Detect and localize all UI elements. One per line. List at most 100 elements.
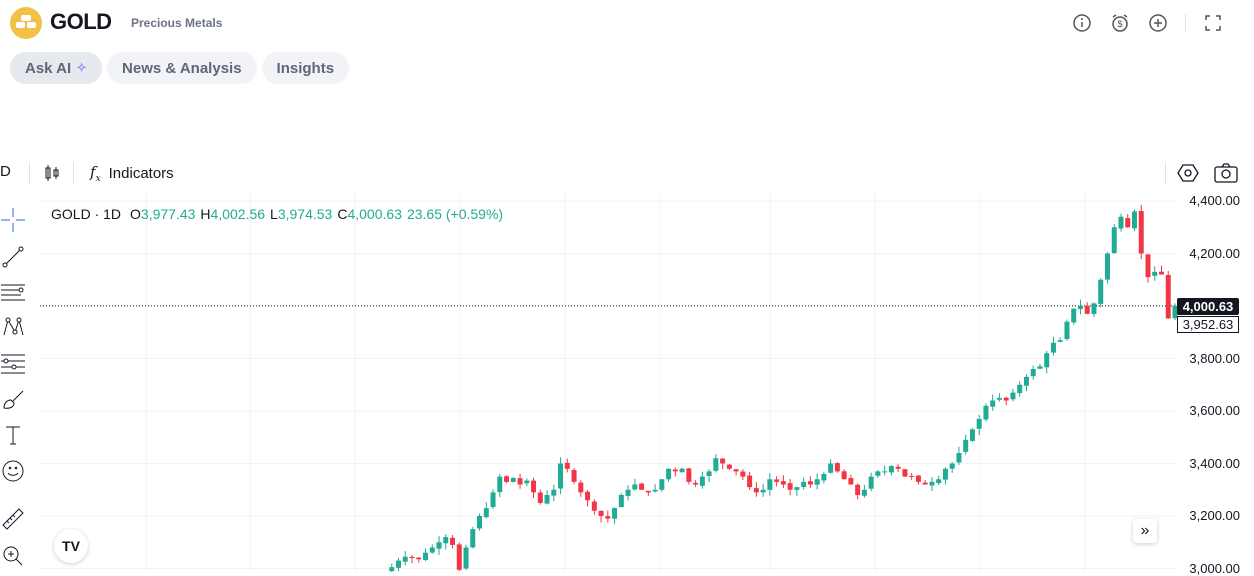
candle-body	[423, 552, 429, 561]
candle-body	[996, 397, 1002, 400]
candle-body	[396, 560, 402, 568]
candle-body	[470, 529, 476, 548]
candle-body	[443, 537, 449, 544]
y-axis-tick-label: 3,400.00	[1189, 455, 1240, 471]
candle-body	[1138, 211, 1144, 254]
candle-body	[794, 487, 800, 490]
candle-body	[402, 556, 408, 562]
tab-news-analysis[interactable]: News & Analysis	[107, 52, 257, 84]
candle-body	[780, 481, 786, 485]
candle-body	[821, 474, 827, 481]
candle-body	[436, 542, 442, 549]
candle-body	[801, 481, 807, 487]
info-icon[interactable]	[1071, 12, 1093, 34]
candle-body	[740, 471, 746, 477]
candle-body	[915, 475, 921, 482]
candle-body	[1030, 369, 1036, 377]
candles-icon[interactable]	[44, 164, 60, 182]
indicators-button[interactable]: fx Indicators	[90, 163, 174, 184]
legend-symbol: GOLD · 1D	[51, 206, 122, 222]
candle-body	[1091, 303, 1097, 314]
candle-body	[490, 492, 496, 508]
candle-body	[828, 463, 834, 473]
high-value: 4,002.56	[210, 206, 266, 222]
add-circle-icon[interactable]	[1147, 12, 1169, 34]
candle-body	[558, 463, 564, 489]
candle-body	[456, 544, 462, 570]
candle-body	[483, 508, 489, 518]
candle-body	[632, 484, 638, 490]
page-subtitle: Precious Metals	[131, 16, 223, 30]
candle-body	[841, 471, 847, 480]
candle-body	[760, 489, 766, 493]
interval-button[interactable]: D	[0, 163, 11, 180]
close-value: 4,000.63	[347, 206, 402, 222]
camera-icon[interactable]	[1214, 162, 1238, 184]
candle-body	[429, 547, 435, 553]
y-axis-tick-label: 3,600.00	[1189, 403, 1240, 418]
close-label: C	[337, 206, 348, 222]
price-chart[interactable]	[0, 190, 1254, 573]
candle-body	[753, 488, 759, 493]
y-axis-tick-label: 4,400.00	[1189, 193, 1240, 208]
y-axis-tick-label: 3,000.00	[1189, 560, 1240, 576]
crosshair-icon[interactable]	[0, 207, 26, 233]
page-title: GOLD	[50, 9, 112, 34]
candle-body	[895, 466, 901, 469]
gold-logo	[10, 7, 42, 39]
gann-icon[interactable]	[0, 350, 26, 376]
candle-body	[888, 466, 894, 473]
scroll-to-realtime-button[interactable]: »	[1133, 519, 1157, 543]
tab-ask-ai[interactable]: Ask AI ✧	[10, 52, 103, 84]
candle-body	[814, 479, 820, 485]
candle-body	[956, 453, 962, 463]
candle-body	[942, 468, 948, 480]
candle-body	[450, 537, 456, 545]
candle-body	[591, 501, 597, 511]
tab-insights[interactable]: Insights	[261, 52, 350, 84]
fullscreen-icon[interactable]	[1202, 12, 1224, 34]
candle-body	[537, 492, 543, 503]
tab-label: Ask AI	[25, 59, 72, 77]
candle-body	[1037, 366, 1043, 369]
tradingview-logo[interactable]: TV	[54, 529, 88, 563]
candle-body	[531, 480, 537, 493]
text-icon[interactable]	[0, 422, 26, 448]
trendline-icon[interactable]	[0, 244, 26, 270]
candle-body	[693, 482, 699, 485]
candle-body	[875, 471, 881, 476]
candle-body	[389, 567, 395, 572]
svg-text:$: $	[1117, 19, 1122, 29]
candle-body	[1125, 218, 1131, 228]
candle-body	[774, 479, 780, 482]
candle-body	[517, 478, 523, 485]
candle-body	[510, 477, 516, 483]
candle-body	[747, 475, 753, 488]
candle-body	[645, 490, 651, 493]
settings-hexagon-icon[interactable]	[1177, 162, 1199, 184]
fib-icon[interactable]	[0, 279, 26, 305]
candle-body	[726, 464, 732, 469]
candle-body	[855, 484, 861, 495]
candle-body	[983, 405, 989, 420]
low-value: 3,974.53	[277, 206, 333, 222]
candle-body	[564, 462, 570, 469]
candle-body	[936, 479, 942, 484]
divider	[1185, 14, 1186, 32]
candle-body	[699, 476, 705, 486]
alarm-dollar-icon[interactable]: $	[1109, 12, 1131, 34]
candle-body	[949, 463, 955, 469]
brush-icon[interactable]	[0, 386, 26, 412]
candle-body	[1158, 271, 1164, 275]
pattern-icon[interactable]	[0, 314, 26, 340]
ruler-icon[interactable]	[0, 506, 26, 532]
candle-body	[686, 468, 692, 482]
y-axis-tick-label: 3,800.00	[1189, 350, 1240, 366]
candle-body	[1010, 392, 1016, 400]
candle-body	[733, 469, 739, 472]
emoji-icon[interactable]	[0, 458, 26, 484]
candle-body	[578, 482, 584, 493]
candle-body	[1003, 397, 1009, 401]
y-axis-tick-label: 3,200.00	[1189, 508, 1240, 523]
zoom-in-icon[interactable]	[0, 543, 26, 569]
